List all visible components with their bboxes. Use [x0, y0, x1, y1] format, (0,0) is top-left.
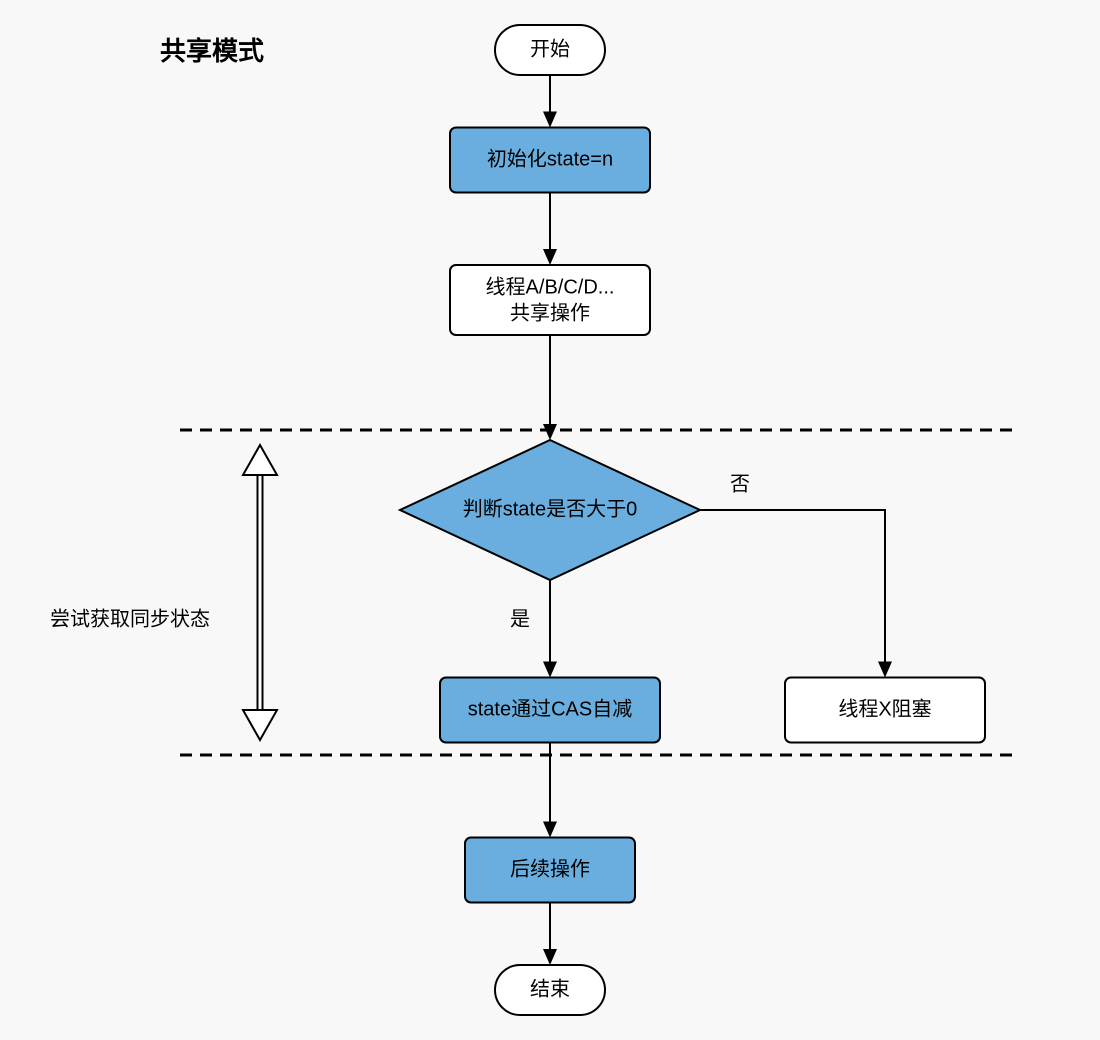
node-decision: 判断state是否大于0 [400, 440, 700, 580]
edge-start-init [543, 75, 557, 128]
node-cas: state通过CAS自减 [440, 678, 660, 743]
edge-decision-block [700, 510, 892, 678]
side-annotation-layer: 尝试获取同步状态 [50, 445, 277, 740]
edge-cas-next [543, 743, 557, 838]
edge-decision-cas [543, 580, 557, 678]
side-double-arrow: 尝试获取同步状态 [50, 445, 277, 740]
node-start-label: 开始 [530, 37, 570, 60]
edge-decision-block-label: 否 [730, 473, 750, 495]
node-init-label: 初始化state=n [487, 147, 613, 170]
diagram-title: 共享模式 [160, 36, 264, 66]
node-decision-label: 判断state是否大于0 [463, 497, 637, 520]
node-end: 结束 [495, 965, 605, 1015]
node-next-label: 后续操作 [510, 857, 590, 880]
edge-next-end [543, 903, 557, 966]
node-threads: 线程A/B/C/D... 共享操作 [450, 265, 650, 335]
side-annotation-label: 尝试获取同步状态 [50, 607, 210, 630]
node-block-label: 线程X阻塞 [838, 697, 931, 720]
node-threads-label2: 共享操作 [510, 301, 590, 324]
edge-decision-cas-label: 是 [510, 608, 530, 630]
node-next: 后续操作 [465, 838, 635, 903]
edge-threads-decision [543, 335, 557, 440]
node-init: 初始化state=n [450, 128, 650, 193]
node-block: 线程X阻塞 [785, 678, 985, 743]
nodes-layer: 开始初始化state=n 线程A/B/C/D... 共享操作判断state是否大于0… [400, 25, 985, 1015]
node-end-label: 结束 [530, 977, 570, 1000]
node-start: 开始 [495, 25, 605, 75]
node-threads-label1: 线程A/B/C/D... [486, 275, 615, 298]
edge-init-threads [543, 193, 557, 266]
node-cas-label: state通过CAS自减 [468, 697, 632, 720]
